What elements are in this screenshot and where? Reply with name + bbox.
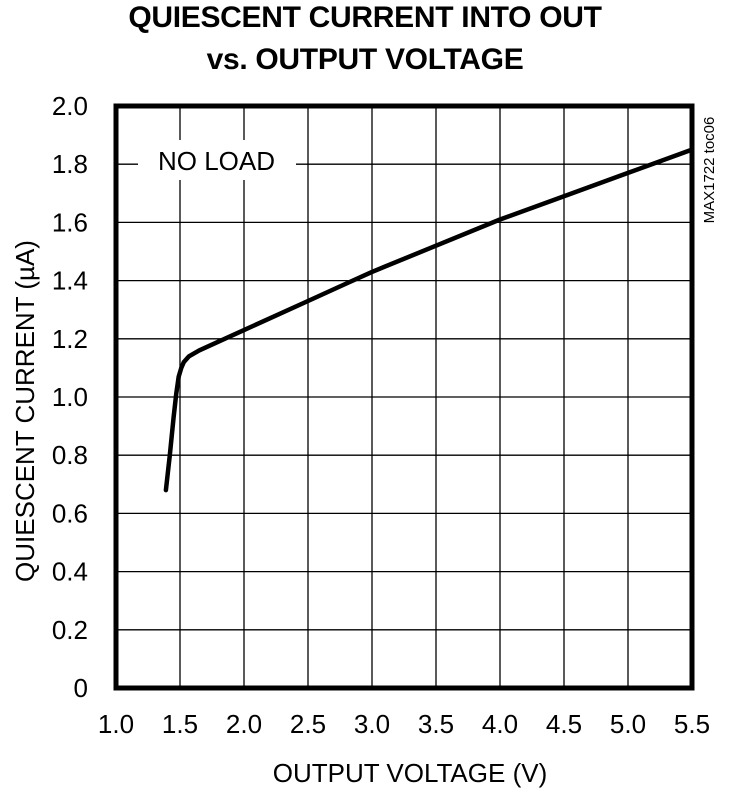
x-tick-label-4.0: 4.0	[482, 709, 518, 739]
annotation-no-load: NO LOAD	[158, 146, 275, 176]
chart-title-line-1: QUIESCENT CURRENT INTO OUT	[128, 1, 602, 34]
x-tick-label-3.5: 3.5	[418, 709, 454, 739]
x-tick-label-5.0: 5.0	[610, 709, 646, 739]
annotation-background	[138, 140, 296, 180]
series-line-0	[163, 147, 695, 493]
y-tick-label-1.0: 1.0	[52, 382, 88, 412]
y-tick-label-0: 0	[74, 673, 88, 703]
x-tick-label-3.0: 3.0	[354, 709, 390, 739]
x-tick-label-5.5: 5.5	[674, 709, 710, 739]
y-tick-label-1.2: 1.2	[52, 324, 88, 354]
y-tick-label-1.4: 1.4	[52, 266, 88, 296]
y-tick-labels: 0 0.2 0.4 0.6 0.8 1.0 1.2 1.4 1.6 1.8 2.0	[52, 91, 88, 703]
y-axis-label: QUIESCENT CURRENT (µA)	[10, 240, 40, 582]
chart-title: QUIESCENT CURRENT INTO OUT vs. OUTPUT VO…	[0, 0, 730, 81]
grid	[116, 106, 692, 688]
y-tick-label-1.8: 1.8	[52, 149, 88, 179]
x-tick-labels: 1.0 1.5 2.0 2.5 3.0 3.5 4.0 4.5 5.0 5.5	[98, 709, 710, 739]
x-tick-label-2.5: 2.5	[290, 709, 326, 739]
y-tick-label-1.6: 1.6	[52, 207, 88, 237]
figure-id-watermark: MAX1722 toc06	[701, 117, 718, 224]
y-tick-label-0.4: 0.4	[52, 557, 88, 587]
y-tick-label-0.6: 0.6	[52, 498, 88, 528]
x-axis-label: OUTPUT VOLTAGE (V)	[273, 758, 547, 788]
y-tick-label-2.0: 2.0	[52, 91, 88, 121]
x-tick-label-4.5: 4.5	[546, 709, 582, 739]
x-tick-label-2.0: 2.0	[226, 709, 262, 739]
x-tick-label-1.0: 1.0	[98, 709, 134, 739]
y-tick-label-0.8: 0.8	[52, 440, 88, 470]
plot-frame	[113, 103, 695, 691]
x-tick-label-1.5: 1.5	[162, 709, 198, 739]
chart-title-line-2: vs. OUTPUT VOLTAGE	[206, 43, 524, 76]
series-layer	[163, 147, 695, 493]
y-tick-label-0.2: 0.2	[52, 615, 88, 645]
